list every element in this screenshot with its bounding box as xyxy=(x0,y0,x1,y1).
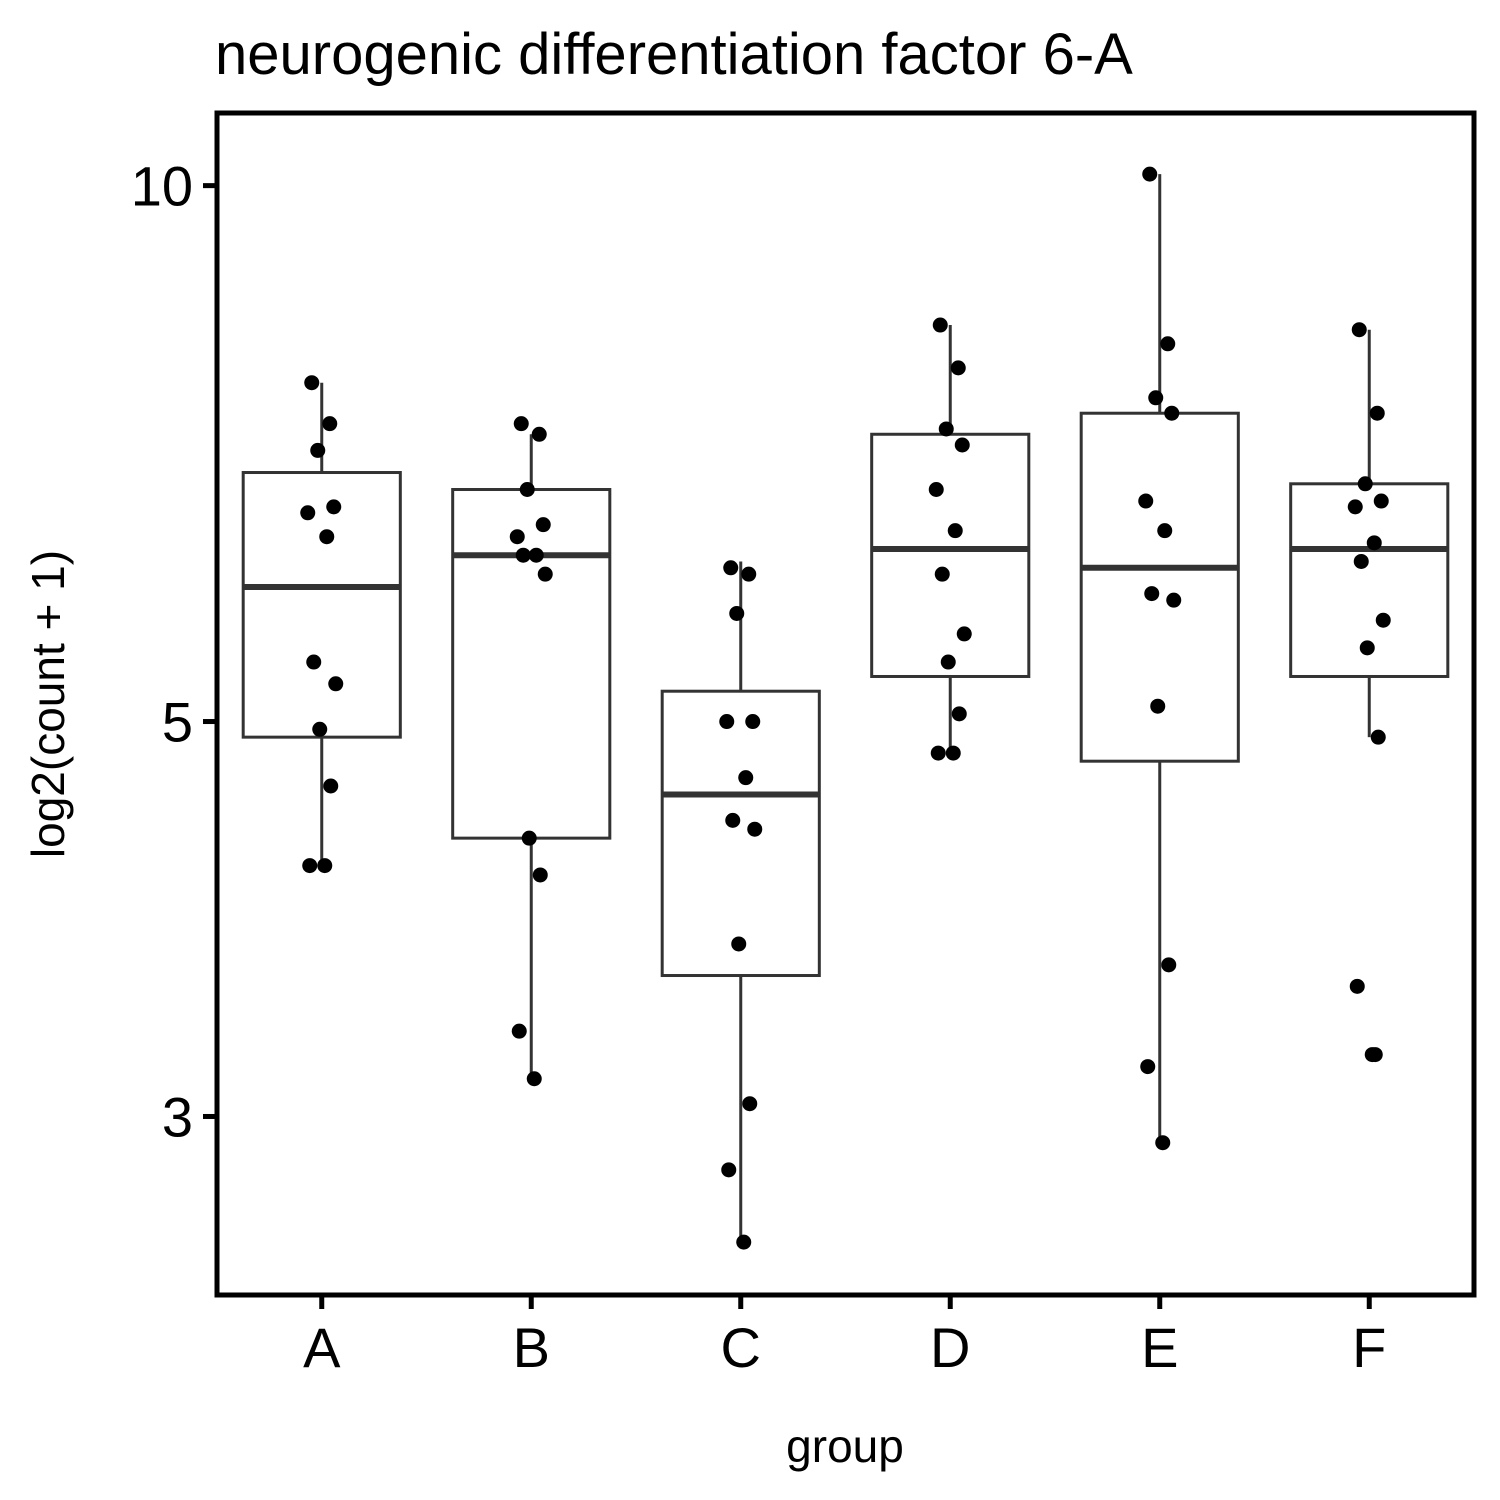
data-point xyxy=(938,421,954,437)
plot-area xyxy=(241,166,1450,1250)
data-point xyxy=(1144,586,1160,602)
data-point xyxy=(745,714,761,730)
data-point xyxy=(721,1162,737,1178)
data-point xyxy=(725,812,741,828)
data-point xyxy=(300,505,316,521)
data-point xyxy=(1161,957,1177,973)
data-point xyxy=(954,437,970,453)
data-point xyxy=(932,317,948,333)
data-point xyxy=(1142,166,1158,182)
data-point xyxy=(521,830,537,846)
y-tick-label: 3 xyxy=(162,1085,193,1148)
box-group-D xyxy=(870,325,1031,754)
data-point xyxy=(306,654,322,670)
chart-title: neurogenic differentiation factor 6-A xyxy=(215,22,1133,87)
data-point xyxy=(304,375,320,391)
data-point xyxy=(1160,336,1176,352)
axes: 3 5 10 A B C D E F xyxy=(131,155,1387,1379)
box xyxy=(451,488,612,840)
data-point xyxy=(312,721,328,737)
x-tick-label: E xyxy=(1141,1316,1178,1379)
box-group-F xyxy=(1289,329,1450,738)
x-tick-label: F xyxy=(1352,1316,1386,1379)
data-point xyxy=(328,676,344,692)
data-point xyxy=(1157,523,1173,539)
data-point xyxy=(1166,592,1182,608)
data-point xyxy=(741,566,757,582)
data-point xyxy=(1347,499,1363,515)
data-point xyxy=(513,416,529,432)
data-point xyxy=(1155,1135,1171,1151)
y-tick-label: 10 xyxy=(131,155,193,218)
data-point xyxy=(947,523,963,539)
x-tick-label: A xyxy=(303,1316,341,1379)
box-group-E xyxy=(1079,174,1240,1143)
box xyxy=(870,432,1031,678)
data-point xyxy=(1140,1059,1156,1075)
data-point xyxy=(1370,729,1386,745)
data-point xyxy=(323,778,339,794)
data-point xyxy=(537,566,553,582)
data-point xyxy=(1148,390,1164,406)
data-point xyxy=(302,858,318,874)
x-tick-label: C xyxy=(721,1316,761,1379)
box-group-A xyxy=(241,382,402,866)
data-point xyxy=(528,547,544,563)
data-point xyxy=(719,714,735,730)
data-point xyxy=(1359,640,1375,656)
data-point xyxy=(1351,322,1367,338)
data-point xyxy=(742,1096,758,1112)
data-point xyxy=(322,416,338,432)
data-point xyxy=(509,529,525,545)
y-axis-label: log2(count + 1) xyxy=(22,550,74,858)
box xyxy=(660,689,821,978)
data-point xyxy=(723,560,739,576)
data-point xyxy=(731,936,747,952)
data-point xyxy=(1357,476,1373,492)
data-point xyxy=(940,654,956,670)
x-axis-label: group xyxy=(786,1420,904,1472)
data-point xyxy=(1369,405,1385,421)
data-point xyxy=(747,821,763,837)
data-point xyxy=(930,745,946,761)
data-point xyxy=(1366,535,1382,551)
data-point xyxy=(511,1023,527,1039)
data-point xyxy=(736,1234,752,1250)
data-point xyxy=(950,360,966,376)
y-tick-label: 5 xyxy=(162,691,193,754)
data-point xyxy=(515,547,531,563)
data-point xyxy=(1150,698,1166,714)
data-point xyxy=(1353,553,1369,569)
data-point xyxy=(951,706,967,722)
data-point xyxy=(729,605,745,621)
data-point xyxy=(535,517,551,533)
data-point xyxy=(1349,978,1365,994)
x-tick-label: D xyxy=(930,1316,970,1379)
data-point xyxy=(945,745,961,761)
box-group-B xyxy=(451,434,612,1079)
data-point xyxy=(317,858,333,874)
data-point xyxy=(1373,493,1389,509)
data-point xyxy=(738,770,754,786)
data-point xyxy=(526,1071,542,1087)
data-point xyxy=(319,529,335,545)
data-point xyxy=(326,499,342,515)
data-point xyxy=(928,482,944,498)
data-point xyxy=(934,566,950,582)
data-point xyxy=(532,867,548,883)
data-point xyxy=(1138,493,1154,509)
x-tick-label: B xyxy=(513,1316,550,1379)
data-point xyxy=(1367,1047,1383,1063)
plot-panel xyxy=(214,110,1477,1298)
data-point xyxy=(519,482,535,498)
box-group-C xyxy=(660,561,821,1243)
data-point xyxy=(1164,405,1180,421)
box xyxy=(241,471,402,739)
data-point xyxy=(1375,612,1391,628)
data-point xyxy=(310,442,326,458)
data-point xyxy=(956,626,972,642)
data-point xyxy=(531,426,547,442)
